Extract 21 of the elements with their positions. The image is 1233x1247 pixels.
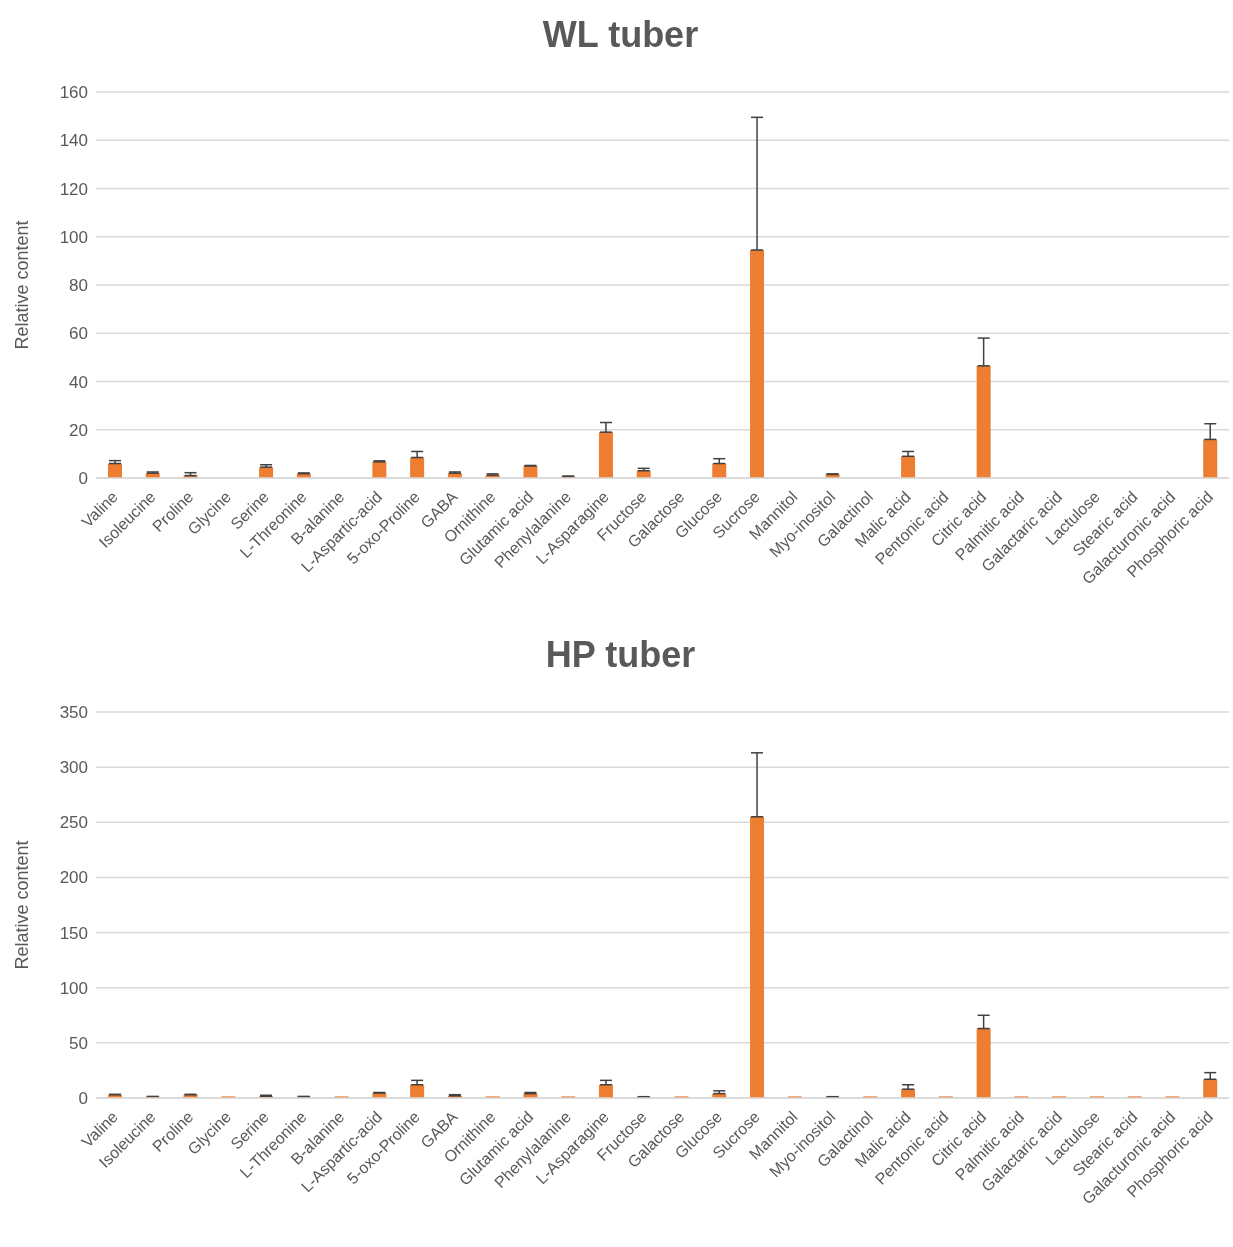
y-tick-label: 0 [78, 469, 88, 489]
y-tick-label: 100 [59, 227, 88, 247]
y-tick-label: 20 [69, 420, 88, 440]
y-axis-title: Relative content [12, 840, 33, 970]
y-tick-label: 80 [69, 276, 88, 296]
y-tick-label: 120 [59, 179, 88, 199]
y-tick-label: 150 [59, 923, 88, 943]
chart-title: HP tuber [544, 633, 697, 677]
y-tick-label: 200 [59, 868, 88, 888]
y-tick-label: 60 [69, 324, 88, 344]
y-tick-label: 160 [59, 83, 88, 103]
y-tick-label: 140 [59, 131, 88, 151]
y-axis-title: Relative content [12, 220, 33, 350]
y-tick-label: 250 [59, 813, 88, 833]
y-tick-label: 50 [69, 1033, 88, 1053]
y-tick-label: 300 [59, 758, 88, 778]
y-tick-label: 40 [69, 372, 88, 392]
y-tick-label: 0 [78, 1089, 88, 1109]
y-tick-label: 100 [59, 978, 88, 998]
y-tick-label: 350 [59, 703, 88, 723]
chart-title: WL tuber [541, 13, 700, 57]
